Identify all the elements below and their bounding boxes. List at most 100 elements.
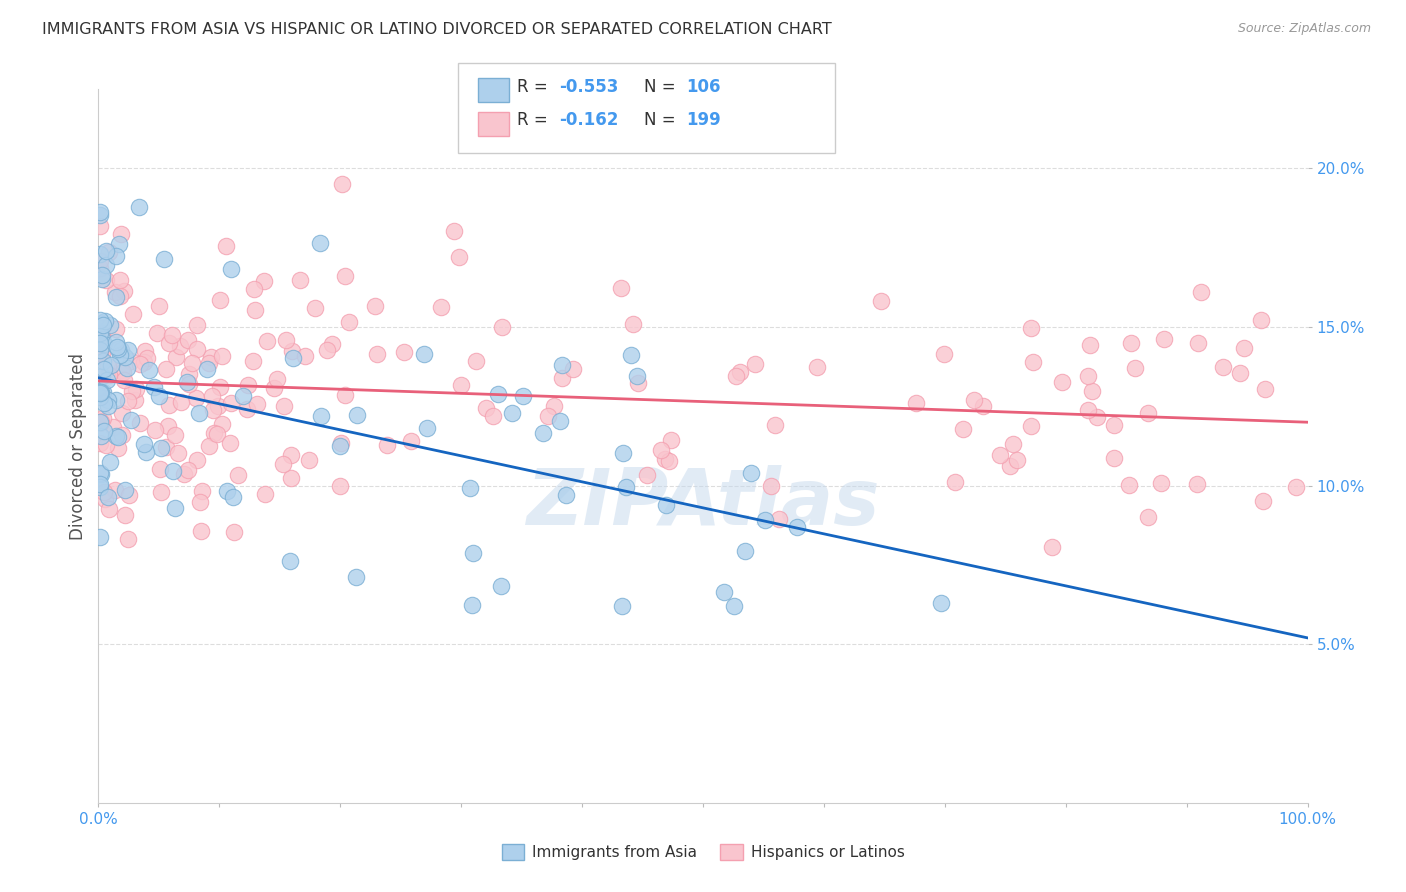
Point [561, 362, 583, 376]
Point [806, 360, 828, 375]
Point [135, 444, 157, 458]
Point [243, 303, 266, 318]
Point [90, 333, 112, 347]
Point [165, 350, 187, 364]
Point [304, 301, 326, 315]
Point [110, 343, 132, 358]
Point [89, 219, 111, 233]
Point [449, 251, 471, 265]
Point [276, 333, 298, 347]
Point [148, 299, 170, 313]
Point [228, 467, 250, 482]
Point [246, 397, 269, 411]
Point [89, 326, 111, 340]
Point [112, 285, 135, 299]
Point [1187, 335, 1209, 350]
Point [186, 318, 208, 333]
Point [416, 421, 439, 435]
Point [121, 307, 143, 321]
Text: IMMIGRANTS FROM ASIA VS HISPANIC OR LATINO DIVORCED OR SEPARATED CORRELATION CHA: IMMIGRANTS FROM ASIA VS HISPANIC OR LATI… [42, 22, 832, 37]
Point [89, 343, 111, 357]
Point [443, 224, 465, 238]
Point [256, 334, 278, 349]
Point [173, 467, 195, 482]
Point [90, 415, 112, 429]
Point [329, 436, 352, 450]
Text: 106: 106 [686, 78, 721, 95]
Point [283, 351, 305, 366]
Point [217, 484, 239, 499]
Legend: Immigrants from Asia, Hispanics or Latinos: Immigrants from Asia, Hispanics or Latin… [495, 838, 911, 866]
Point [89, 313, 111, 327]
Point [89, 260, 111, 275]
Point [614, 479, 637, 493]
Point [89, 336, 111, 351]
Point [650, 442, 672, 457]
Point [108, 236, 131, 251]
Point [136, 351, 159, 365]
Point [344, 570, 367, 584]
Point [186, 391, 208, 405]
Point [166, 446, 188, 460]
Point [90, 330, 112, 344]
Point [1137, 406, 1160, 420]
Point [89, 530, 111, 544]
Point [169, 338, 191, 352]
Point [1189, 285, 1212, 299]
Point [108, 348, 131, 362]
Point [96, 359, 118, 373]
Point [177, 333, 200, 347]
Point [107, 342, 129, 356]
Point [280, 554, 302, 568]
Point [1040, 540, 1063, 554]
Point [93, 354, 115, 368]
Point [491, 319, 513, 334]
Point [339, 315, 361, 329]
Point [297, 453, 319, 467]
Text: -0.162: -0.162 [560, 112, 619, 129]
Point [180, 356, 202, 370]
Point [105, 322, 128, 336]
Point [157, 398, 180, 412]
Point [236, 378, 259, 392]
Point [215, 238, 238, 252]
Point [89, 334, 111, 349]
Point [271, 457, 294, 471]
Point [998, 458, 1021, 473]
Point [107, 441, 129, 455]
Point [117, 532, 139, 546]
Point [146, 326, 169, 340]
Point [219, 262, 242, 277]
Point [610, 599, 633, 614]
Point [111, 427, 134, 442]
Point [281, 344, 304, 359]
Point [1078, 337, 1101, 351]
Point [93, 362, 115, 376]
Point [963, 392, 986, 407]
Point [375, 438, 398, 452]
Point [724, 368, 747, 383]
Point [89, 385, 111, 400]
Point [145, 424, 167, 438]
Point [176, 376, 198, 390]
Point [94, 273, 117, 287]
Point [89, 205, 111, 219]
Point [1081, 384, 1104, 398]
Point [392, 344, 415, 359]
Point [759, 479, 782, 493]
Point [190, 524, 212, 538]
Point [104, 392, 127, 407]
Point [636, 467, 658, 482]
Point [153, 252, 176, 266]
Point [548, 414, 571, 428]
Point [654, 451, 676, 466]
Point [763, 418, 786, 433]
Point [904, 396, 927, 410]
Point [91, 385, 114, 400]
Point [329, 439, 352, 453]
Point [316, 343, 339, 358]
Point [626, 369, 648, 384]
Point [554, 488, 576, 502]
Point [89, 385, 111, 400]
Point [458, 481, 481, 495]
